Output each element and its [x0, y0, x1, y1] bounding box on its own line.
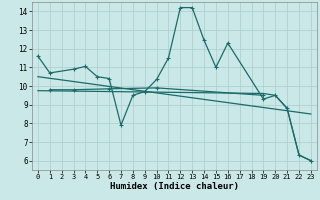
X-axis label: Humidex (Indice chaleur): Humidex (Indice chaleur) — [110, 182, 239, 191]
